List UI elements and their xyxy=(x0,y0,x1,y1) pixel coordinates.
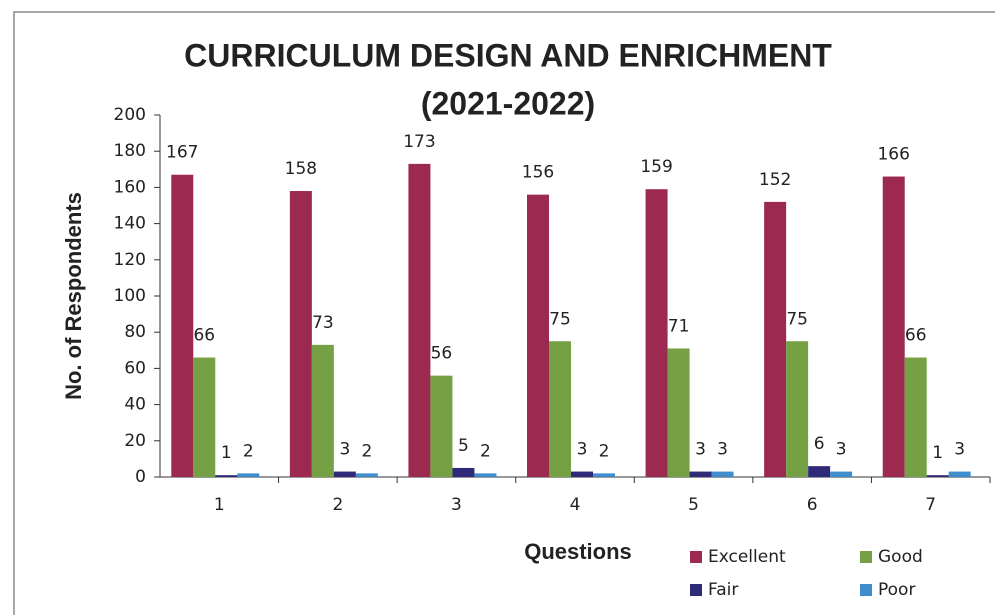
data-label: 173 xyxy=(403,132,435,152)
bar xyxy=(527,194,549,477)
legend-swatch xyxy=(690,584,702,596)
x-tick-label: 4 xyxy=(570,495,581,515)
bar xyxy=(193,357,216,477)
bar xyxy=(289,191,312,477)
data-label: 3 xyxy=(695,440,706,460)
bar xyxy=(667,348,690,477)
data-label: 167 xyxy=(166,143,198,163)
chart-subtitle: (2021-2022) xyxy=(421,85,595,121)
bar xyxy=(311,344,334,477)
bar xyxy=(171,174,194,478)
data-label: 1 xyxy=(932,443,943,463)
y-tick-label: 180 xyxy=(114,141,146,161)
y-tick-label: 140 xyxy=(114,214,146,234)
data-label: 6 xyxy=(814,434,825,454)
x-tick-label: 7 xyxy=(925,495,936,515)
data-label: 71 xyxy=(668,316,690,336)
x-tick-label: 6 xyxy=(807,495,818,515)
bar xyxy=(904,357,927,477)
bar xyxy=(764,201,787,477)
x-axis-title: Questions xyxy=(524,539,632,564)
bar xyxy=(711,471,734,477)
legend-label: Good xyxy=(878,547,923,567)
data-label: 3 xyxy=(836,440,847,460)
data-label: 56 xyxy=(431,344,453,364)
legend-label: Fair xyxy=(708,580,738,600)
y-tick-label: 60 xyxy=(124,358,146,378)
legend-swatch xyxy=(860,551,872,563)
y-tick-label: 0 xyxy=(135,467,146,487)
y-tick-label: 20 xyxy=(124,431,146,451)
data-label: 2 xyxy=(480,441,491,461)
data-label: 3 xyxy=(339,440,350,460)
y-tick-label: 120 xyxy=(114,250,146,270)
data-label: 2 xyxy=(243,441,254,461)
bar xyxy=(808,466,831,477)
bar xyxy=(786,341,809,477)
chart-title: CURRICULUM DESIGN AND ENRICHMENT xyxy=(184,37,832,73)
y-axis-title: No. of Respondents xyxy=(61,192,86,400)
y-tick-label: 100 xyxy=(114,286,146,306)
data-label: 75 xyxy=(549,309,571,329)
data-label: 5 xyxy=(458,436,469,456)
bar xyxy=(549,341,571,477)
data-label: 73 xyxy=(312,313,334,333)
bar xyxy=(645,189,668,477)
bar xyxy=(882,176,905,478)
bar xyxy=(408,163,431,477)
data-label: 3 xyxy=(954,440,965,460)
data-label: 2 xyxy=(361,441,372,461)
data-label: 3 xyxy=(717,440,728,460)
bar xyxy=(593,473,615,477)
data-label: 2 xyxy=(599,441,610,461)
data-label: 156 xyxy=(522,163,554,183)
bar xyxy=(237,473,260,477)
y-tick-label: 200 xyxy=(114,105,146,125)
bar xyxy=(689,471,712,477)
data-label: 1 xyxy=(221,443,232,463)
data-label: 152 xyxy=(759,170,791,190)
bar xyxy=(215,475,238,477)
bar xyxy=(452,467,475,477)
bar xyxy=(948,471,971,477)
bar xyxy=(355,473,378,477)
data-label: 159 xyxy=(640,157,672,177)
x-tick-label: 3 xyxy=(451,495,462,515)
chart-frame xyxy=(13,11,995,615)
bar xyxy=(474,473,497,477)
data-label: 75 xyxy=(786,309,808,329)
bar xyxy=(830,471,853,477)
y-tick-label: 40 xyxy=(124,395,146,415)
bar xyxy=(571,471,593,477)
data-label: 66 xyxy=(193,326,215,346)
bar xyxy=(926,475,949,477)
data-label: 3 xyxy=(577,440,588,460)
data-label: 66 xyxy=(905,326,927,346)
x-tick-label: 1 xyxy=(214,495,225,515)
legend-swatch xyxy=(860,584,872,596)
bar xyxy=(430,375,453,477)
legend-swatch xyxy=(690,551,702,563)
legend-label: Poor xyxy=(878,580,915,600)
legend-label: Excellent xyxy=(708,547,786,567)
bar xyxy=(333,471,356,477)
y-tick-label: 80 xyxy=(124,322,146,342)
y-tick-label: 160 xyxy=(114,177,146,197)
data-label: 166 xyxy=(877,145,909,165)
data-label: 158 xyxy=(285,159,317,179)
x-tick-label: 5 xyxy=(688,495,699,515)
x-tick-label: 2 xyxy=(332,495,343,515)
